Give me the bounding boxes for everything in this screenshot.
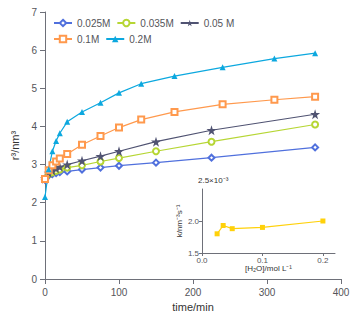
svg-text:r³/nm³: r³/nm³ [9,131,21,161]
svg-text:200: 200 [185,287,202,298]
svg-text:0.1: 0.1 [257,256,269,265]
svg-text:7: 7 [31,7,37,18]
svg-text:3: 3 [31,159,37,170]
svg-text:0: 0 [31,274,37,285]
svg-text:0.035M: 0.035M [140,18,173,29]
svg-text:k/nm⁻³s⁻¹: k/nm⁻³s⁻¹ [175,204,184,237]
svg-text:0.025M: 0.025M [77,18,110,29]
svg-text:5: 5 [31,83,37,94]
svg-text:400: 400 [333,287,350,298]
svg-text:1.5: 1.5 [187,248,199,258]
svg-text:0.2: 0.2 [317,256,329,265]
svg-text:100: 100 [111,287,128,298]
svg-text:1: 1 [31,235,37,246]
svg-text:2: 2 [31,197,37,208]
svg-text:6: 6 [31,45,37,56]
svg-text:0.0: 0.0 [196,256,208,265]
svg-text:0: 0 [42,287,48,298]
svg-text:2.5×10⁻³: 2.5×10⁻³ [198,176,229,185]
svg-text:time/min: time/min [172,301,214,313]
svg-text:300: 300 [259,287,276,298]
svg-text:0.05 M: 0.05 M [204,18,235,29]
svg-text:[H₂O]/mol L⁻¹: [H₂O]/mol L⁻¹ [245,264,292,273]
svg-text:0.1M: 0.1M [77,34,99,45]
svg-text:2.0: 2.0 [188,217,200,226]
svg-text:0.2M: 0.2M [129,34,151,45]
svg-text:4: 4 [31,121,37,132]
